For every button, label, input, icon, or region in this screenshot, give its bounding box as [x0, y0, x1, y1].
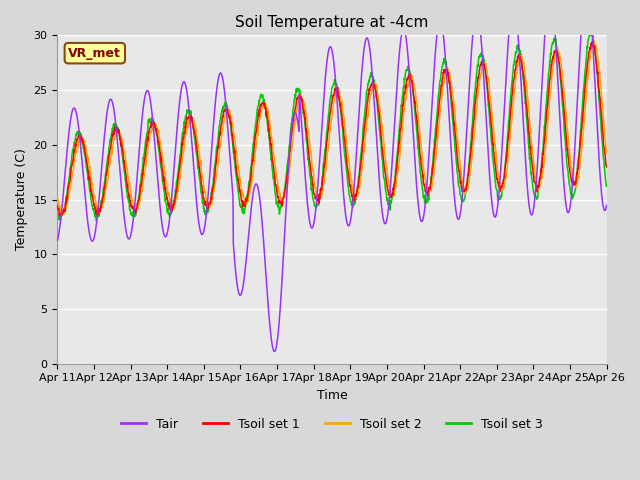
Legend: Tair, Tsoil set 1, Tsoil set 2, Tsoil set 3: Tair, Tsoil set 1, Tsoil set 2, Tsoil se… [116, 413, 548, 436]
Title: Soil Temperature at -4cm: Soil Temperature at -4cm [236, 15, 429, 30]
Text: VR_met: VR_met [68, 47, 121, 60]
X-axis label: Time: Time [317, 389, 348, 402]
Y-axis label: Temperature (C): Temperature (C) [15, 149, 28, 251]
